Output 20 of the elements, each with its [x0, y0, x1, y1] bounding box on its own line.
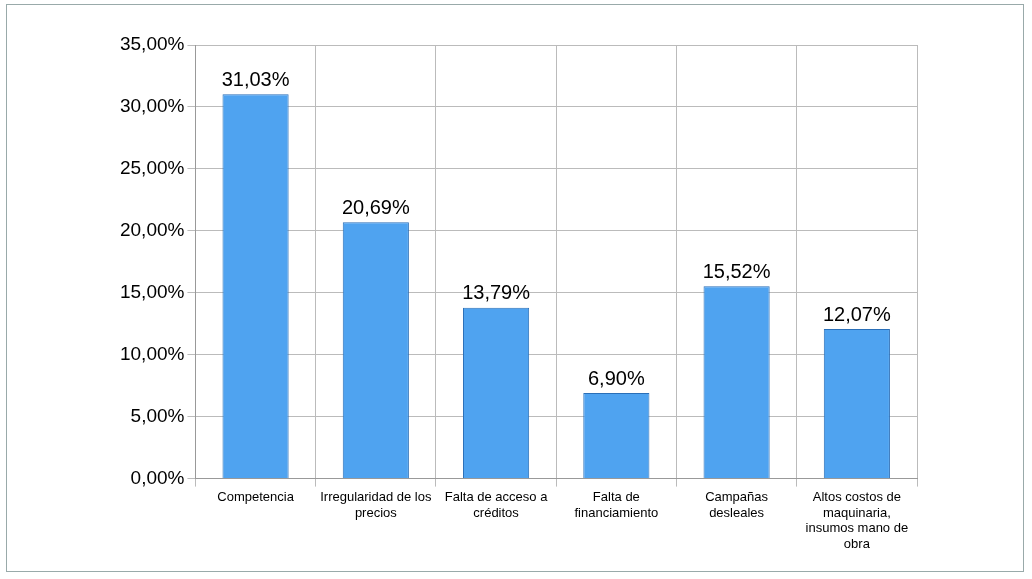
x-tick-label: Altos costos de maquinaria, insumos mano de obra	[805, 488, 909, 551]
y-tick-label: 30,00%	[119, 95, 185, 117]
y-tick-label: 35,00%	[119, 33, 185, 55]
y-tick-label: 15,00%	[119, 281, 185, 303]
y-tick-label: 5,00%	[130, 404, 185, 426]
data-label: 12,07%	[822, 302, 891, 325]
x-tick-label: Falta de financiamiento	[574, 488, 659, 520]
y-tick-label: 0,00%	[130, 466, 185, 488]
data-label: 15,52%	[702, 259, 771, 282]
data-label: 13,79%	[462, 281, 531, 304]
y-tick-label: 20,00%	[119, 219, 185, 241]
y-tick-label: 10,00%	[119, 342, 185, 364]
y-tick-label: 25,00%	[119, 157, 185, 179]
x-tick-label: Irregularidad de los precios	[320, 488, 432, 520]
x-tick-label: Campañas desleales	[705, 488, 769, 520]
data-label: 6,90%	[587, 366, 645, 389]
data-label: 31,03%	[221, 67, 290, 90]
x-tick-label: Competencia	[217, 488, 295, 504]
x-tick-label: Falta de acceso a créditos	[444, 488, 549, 520]
data-label: 20,69%	[341, 195, 410, 218]
